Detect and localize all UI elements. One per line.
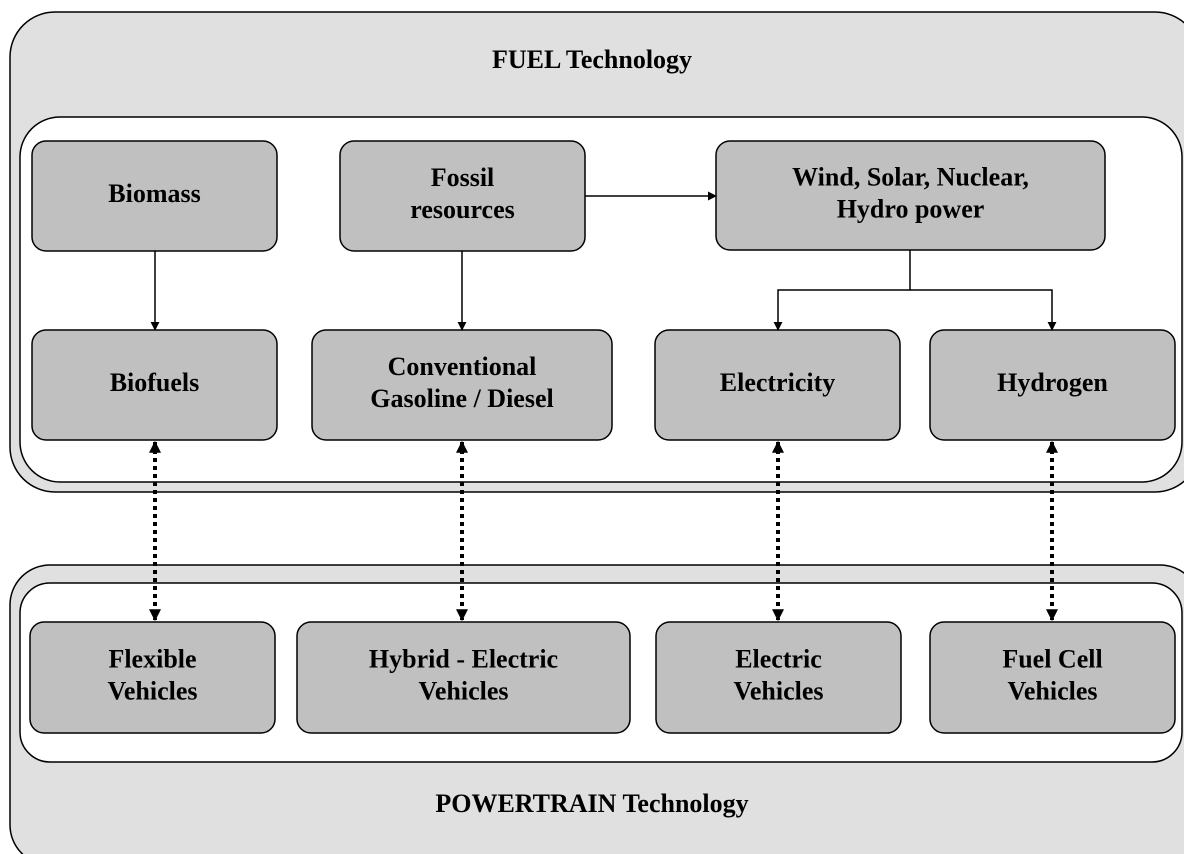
node-label: Vehicles: [107, 676, 197, 705]
node-label: Vehicles: [418, 676, 508, 705]
node-box: [654, 329, 901, 441]
node-label: Biomass: [108, 179, 200, 208]
node-label: Gasoline / Diesel: [370, 384, 553, 413]
node-label: Biofuels: [110, 368, 200, 397]
node-label: Wind, Solar, Nuclear,: [792, 162, 1029, 191]
arrows: [149, 191, 1058, 622]
node-box: [655, 621, 902, 734]
node-label: Electric: [735, 644, 822, 673]
nodes: Biomass Fossil resources Wind, Solar, Nucle…: [29, 140, 1176, 734]
node-box: [29, 621, 276, 734]
node-label: Hydro power: [837, 194, 985, 223]
node-box: [339, 140, 586, 252]
node-box: [31, 329, 278, 441]
node-label: Hydrogen: [997, 368, 1108, 397]
node-box: [31, 140, 278, 252]
node-box: [929, 621, 1176, 734]
node-label: Fossil: [431, 163, 495, 192]
node-label: Vehicles: [733, 676, 823, 705]
node-label: Hybrid - Electric: [369, 644, 558, 673]
node-label: Flexible: [108, 644, 196, 673]
powertrain-title: POWERTRAIN Technology: [435, 789, 748, 818]
node-label: Fuel Cell: [1002, 644, 1102, 673]
node-label: resources: [410, 195, 514, 224]
node-label: Electricity: [720, 368, 836, 397]
node-box: [929, 329, 1176, 441]
fuel-title: FUEL Technology: [492, 45, 692, 74]
node-box: [296, 621, 631, 734]
node-label: Vehicles: [1007, 676, 1097, 705]
node-label: Conventional: [388, 352, 537, 381]
node-box: [311, 329, 613, 441]
node-box: [715, 140, 1106, 251]
